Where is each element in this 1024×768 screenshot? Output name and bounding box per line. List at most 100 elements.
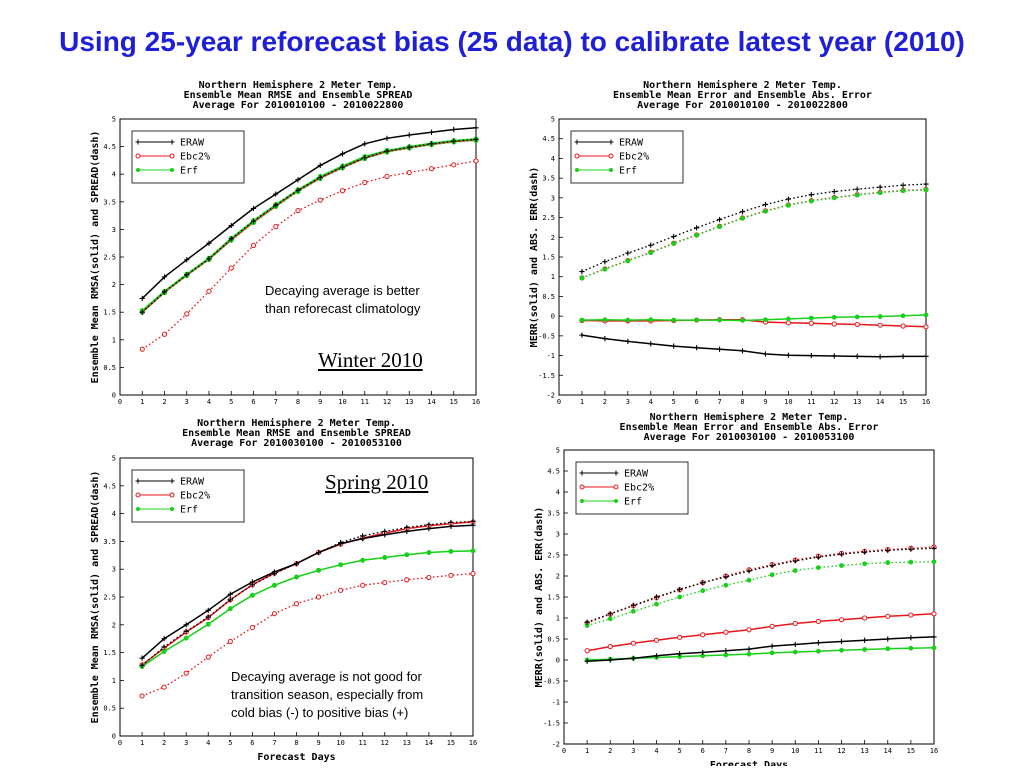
data-point (716, 346, 723, 352)
x-tick-label: 1 (580, 398, 584, 406)
data-point (607, 643, 613, 650)
data-point (625, 250, 631, 256)
data-point (184, 257, 190, 263)
data-point (785, 196, 791, 202)
data-point (694, 317, 700, 323)
data-point (625, 338, 631, 344)
x-tick-label: 0 (557, 398, 561, 406)
data-point (161, 289, 168, 295)
data-point (831, 188, 837, 195)
data-point (785, 320, 791, 326)
data-point (831, 314, 837, 320)
y-tick-label: 0 (556, 657, 560, 665)
data-point (694, 225, 700, 231)
data-point (831, 321, 837, 327)
series-line-ebc2pct-solid (141, 521, 474, 666)
data-point (228, 236, 234, 242)
data-point (362, 179, 368, 186)
x-tick-label: 10 (336, 739, 344, 747)
data-point (228, 222, 234, 229)
y-tick-label: 5 (556, 447, 560, 455)
data-point (470, 518, 476, 524)
data-point (885, 547, 891, 553)
data-point (854, 353, 860, 359)
data-point (653, 653, 660, 659)
series-line-ebc2pct-solid (581, 318, 927, 328)
x-tick-label: 12 (383, 398, 391, 406)
y-tick-label: 1 (112, 677, 116, 685)
series-line-erf-dash (586, 561, 935, 627)
data-point (206, 240, 212, 246)
x-tick-label: 16 (472, 398, 480, 406)
y-tick-label: -2 (547, 392, 555, 400)
y-tick-label: 4.5 (103, 482, 116, 490)
x-tick-label: 4 (206, 739, 210, 747)
x-tick-label: 0 (118, 739, 122, 747)
data-point (161, 636, 167, 642)
data-point (205, 614, 211, 620)
data-point (426, 522, 432, 528)
x-tick-label: 11 (358, 739, 366, 747)
data-point (161, 331, 168, 337)
data-point (584, 658, 590, 664)
data-point (923, 181, 929, 187)
x-tick-label: 5 (678, 747, 682, 755)
data-point (426, 574, 432, 581)
data-point (854, 321, 860, 328)
y-tick-label: -1.5 (538, 372, 555, 380)
y-tick-label: 5 (551, 116, 555, 124)
x-tick-label: 14 (884, 747, 892, 755)
x-tick-label: 12 (381, 739, 389, 747)
data-point (360, 582, 366, 588)
x-tick-label: 7 (724, 747, 728, 755)
data-point (338, 562, 344, 568)
legend-marker (579, 484, 585, 490)
y-tick-label: 1 (551, 273, 555, 281)
legend-label: ERAW (619, 138, 644, 149)
data-point (700, 580, 706, 586)
data-point (382, 579, 388, 586)
x-tick-label: 12 (837, 747, 845, 755)
series-line-ebc2pct-dash (586, 546, 935, 624)
series-line-erf-solid (581, 314, 927, 322)
data-point (931, 645, 937, 651)
data-point (630, 608, 636, 614)
x-tick-label: 14 (427, 398, 435, 406)
data-point (908, 559, 914, 565)
data-point (273, 202, 279, 208)
data-point (931, 634, 937, 640)
data-point (295, 187, 301, 193)
data-point (900, 182, 906, 188)
legend-marker (169, 139, 175, 145)
x-tick-label: 15 (447, 739, 455, 747)
data-point (769, 650, 775, 656)
data-point (769, 562, 775, 569)
x-tick-label: 6 (250, 739, 254, 747)
slide-title: Using 25-year reforecast bias (25 data) … (59, 26, 965, 57)
data-point (294, 574, 299, 580)
data-point (885, 613, 891, 619)
series-line-eraw-dash (586, 547, 935, 623)
y-tick-label: 0.5 (547, 636, 560, 644)
data-point (908, 546, 914, 552)
data-point (293, 561, 300, 567)
legend-label: Erf (180, 505, 198, 516)
y-tick-label: 2 (112, 281, 116, 289)
data-point (763, 317, 768, 323)
data-point (249, 624, 255, 631)
y-tick-label: 3.5 (547, 510, 560, 518)
data-point (808, 320, 814, 326)
data-point (271, 611, 278, 617)
data-point (862, 549, 868, 555)
y-tick-label: 1.5 (547, 594, 560, 602)
y-tick-label: 1.5 (103, 309, 116, 317)
x-tick-label: 4 (654, 747, 658, 755)
series-line-erf-solid (587, 647, 935, 661)
spring-note: Decaying average is not good for transit… (231, 669, 424, 720)
chart-svg: Northern Hemisphere 2 Meter Temp.Ensembl… (90, 79, 480, 406)
data-point (694, 345, 700, 351)
data-point (206, 256, 212, 262)
y-tick-label: 4.5 (103, 143, 116, 151)
data-point (384, 135, 390, 141)
y-tick-label: 2 (551, 234, 555, 242)
